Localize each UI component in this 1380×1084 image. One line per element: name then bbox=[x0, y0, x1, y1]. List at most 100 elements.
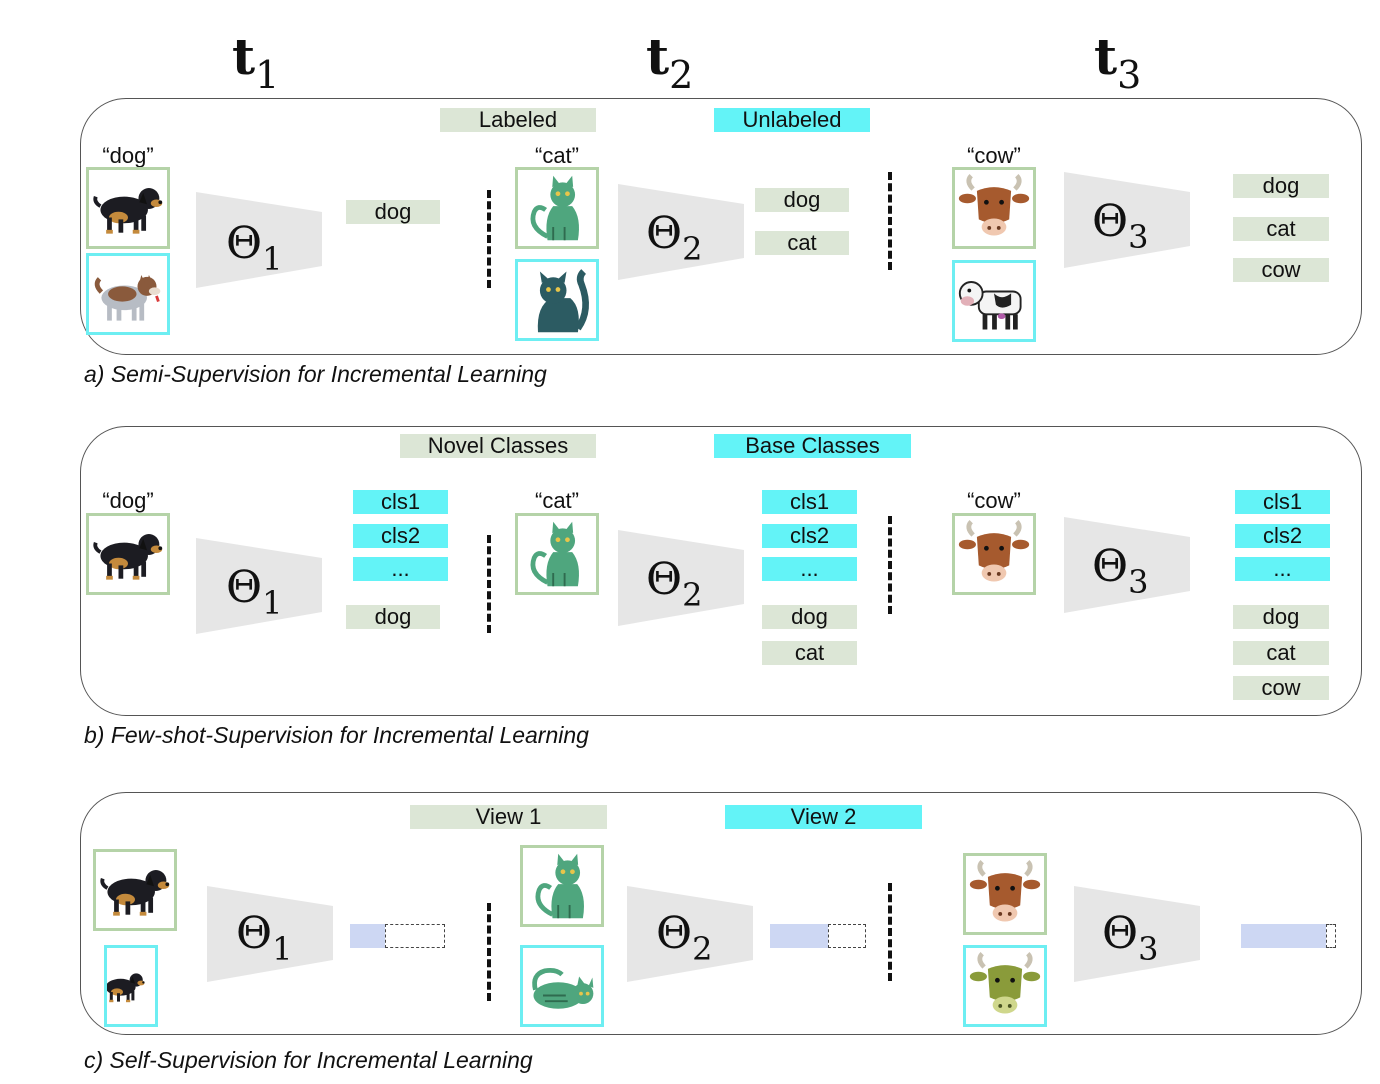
cow-view-2 bbox=[963, 945, 1047, 1027]
encoder-b-3 bbox=[1064, 517, 1190, 613]
divider-b-1 bbox=[487, 535, 491, 633]
husky-icon bbox=[89, 256, 167, 332]
embedding-c1-empty bbox=[385, 924, 445, 948]
caption-a: a) Semi-Supervision for Incremental Lear… bbox=[84, 361, 547, 387]
divider-c-1 bbox=[487, 903, 491, 1001]
timestep-1-header: t1 bbox=[232, 27, 280, 97]
cat-image-labeled bbox=[515, 167, 599, 249]
cat-image-unlabeled bbox=[515, 259, 599, 341]
legend-unlabeled: Unlabeled bbox=[714, 108, 870, 132]
encoder-b-1 bbox=[196, 538, 322, 634]
output-b3-cat: cat bbox=[1233, 641, 1329, 665]
output-b2-dog: dog bbox=[762, 605, 857, 629]
cat-view-1 bbox=[520, 845, 604, 927]
cow-view-1 bbox=[963, 853, 1047, 935]
output-a1-dog: dog bbox=[346, 200, 440, 224]
output-b3-dog: dog bbox=[1233, 605, 1329, 629]
cow-image-labeled bbox=[952, 167, 1036, 249]
legend-novel-classes: Novel Classes bbox=[400, 434, 596, 458]
output-a2-cat: cat bbox=[755, 231, 849, 255]
quote-cat: “cat” bbox=[535, 143, 579, 168]
quote-cow: “cow” bbox=[967, 143, 1021, 168]
divider-b-2 bbox=[888, 516, 892, 614]
cow-image-unlabeled bbox=[952, 260, 1036, 342]
base-b1-cls1: cls1 bbox=[353, 490, 448, 514]
quote-cat-b: “cat” bbox=[535, 488, 579, 513]
base-b3-cls2: cls2 bbox=[1235, 524, 1330, 548]
embedding-c2-empty bbox=[828, 924, 866, 948]
output-b2-cat: cat bbox=[762, 641, 857, 665]
panel-few-shot bbox=[80, 426, 1362, 716]
cat-icon bbox=[518, 170, 596, 246]
dark-cat-icon bbox=[518, 262, 596, 338]
encoder-a-3 bbox=[1064, 172, 1190, 268]
dog-image-unlabeled bbox=[86, 253, 170, 335]
theta-c-1: Θ1 bbox=[236, 908, 293, 968]
dog-icon bbox=[96, 852, 174, 928]
cat-icon bbox=[523, 848, 601, 924]
output-a3-dog: dog bbox=[1233, 174, 1329, 198]
output-b1-dog: dog bbox=[346, 605, 440, 629]
cat-image-b bbox=[515, 513, 599, 595]
cow-head-icon bbox=[955, 516, 1033, 592]
encoder-a-1 bbox=[196, 192, 322, 288]
divider-c-2 bbox=[888, 883, 892, 981]
divider-a-2 bbox=[888, 172, 892, 270]
theta-a-3: Θ3 bbox=[1092, 196, 1149, 256]
dog-icon bbox=[107, 948, 155, 1024]
embedding-c3-filled bbox=[1241, 924, 1326, 948]
legend-view-2: View 2 bbox=[725, 805, 922, 829]
theta-c-2: Θ2 bbox=[656, 908, 713, 968]
timestep-3-header: t3 bbox=[1094, 27, 1142, 97]
encoder-a-2 bbox=[618, 184, 744, 280]
base-b3-more: ... bbox=[1235, 557, 1330, 581]
encoder-c-1 bbox=[207, 886, 333, 982]
quote-dog: “dog” bbox=[102, 143, 154, 168]
base-b1-cls2: cls2 bbox=[353, 524, 448, 548]
embedding-c2-filled bbox=[770, 924, 828, 948]
base-b2-cls2: cls2 bbox=[762, 524, 857, 548]
output-a3-cow: cow bbox=[1233, 258, 1329, 282]
theta-b-2: Θ2 bbox=[646, 554, 703, 614]
theta-a-1: Θ1 bbox=[226, 218, 283, 278]
cat-icon bbox=[518, 516, 596, 592]
theta-b-3: Θ3 bbox=[1092, 541, 1149, 601]
output-b3-cow: cow bbox=[1233, 676, 1329, 700]
dog-image-labeled bbox=[86, 167, 170, 249]
cow-head-icon bbox=[966, 856, 1044, 932]
dog-image-b bbox=[86, 513, 170, 595]
encoder-c-3 bbox=[1074, 886, 1200, 982]
timestep-2-header: t2 bbox=[646, 27, 694, 97]
divider-a-1 bbox=[487, 190, 491, 288]
legend-base-classes: Base Classes bbox=[714, 434, 911, 458]
cow-head-icon bbox=[955, 170, 1033, 246]
embedding-c3-empty bbox=[1326, 924, 1336, 948]
legend-view-1: View 1 bbox=[410, 805, 607, 829]
cow-icon bbox=[955, 263, 1033, 339]
embedding-c1-filled bbox=[350, 924, 385, 948]
base-b1-more: ... bbox=[353, 557, 448, 581]
theta-c-3: Θ3 bbox=[1102, 908, 1159, 968]
encoder-c-2 bbox=[627, 886, 753, 982]
theta-a-2: Θ2 bbox=[646, 208, 703, 268]
base-b2-cls1: cls1 bbox=[762, 490, 857, 514]
output-a2-dog: dog bbox=[755, 188, 849, 212]
output-a3-cat: cat bbox=[1233, 217, 1329, 241]
base-b3-cls1: cls1 bbox=[1235, 490, 1330, 514]
caption-c: c) Self-Supervision for Incremental Lear… bbox=[84, 1047, 533, 1073]
cow-image-b bbox=[952, 513, 1036, 595]
dog-icon bbox=[89, 516, 167, 592]
lying-cat-icon bbox=[523, 948, 601, 1024]
encoder-b-2 bbox=[618, 530, 744, 626]
quote-cow-b: “cow” bbox=[967, 488, 1021, 513]
cat-view-2 bbox=[520, 945, 604, 1027]
theta-b-1: Θ1 bbox=[226, 562, 283, 622]
caption-b: b) Few-shot-Supervision for Incremental … bbox=[84, 722, 589, 748]
dog-view-1 bbox=[93, 849, 177, 931]
dog-view-2 bbox=[104, 945, 158, 1027]
olive-cow-head-icon bbox=[966, 948, 1044, 1024]
quote-dog-b: “dog” bbox=[102, 488, 154, 513]
dog-icon bbox=[89, 170, 167, 246]
panel-self-supervision bbox=[80, 792, 1362, 1035]
legend-labeled: Labeled bbox=[440, 108, 596, 132]
